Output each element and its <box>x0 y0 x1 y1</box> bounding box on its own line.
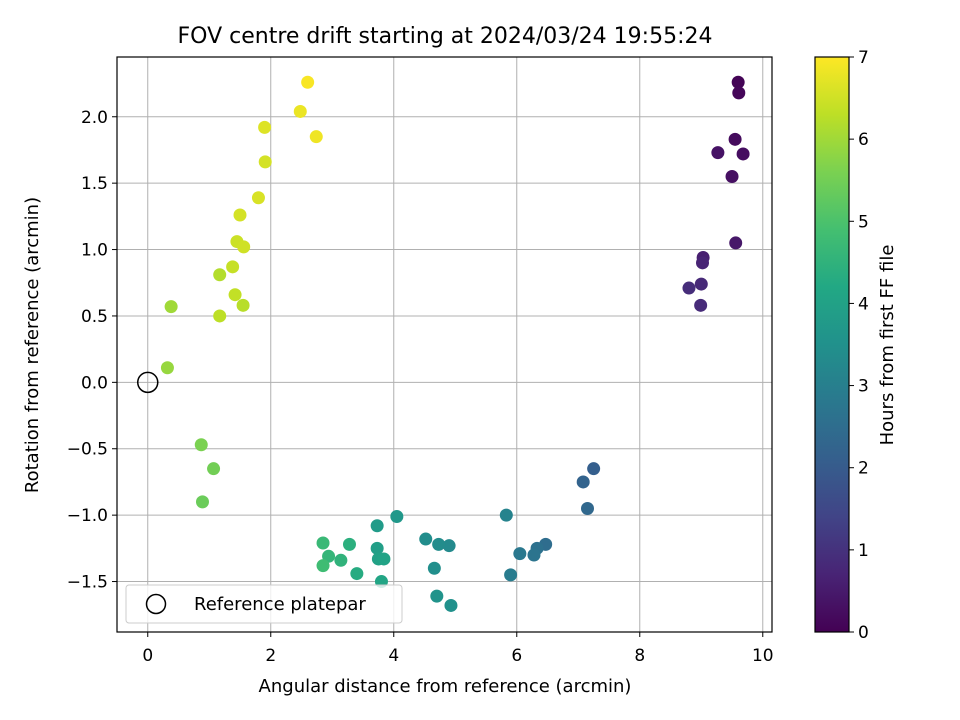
data-point <box>213 268 227 282</box>
data-point <box>694 277 708 291</box>
data-point <box>195 495 209 509</box>
data-point <box>334 553 348 567</box>
colorbar-ticks: 0 1 2 3 4 5 6 7 <box>849 48 869 643</box>
data-point <box>251 191 265 205</box>
data-point <box>316 559 330 573</box>
x-tick-label: 6 <box>511 646 522 666</box>
data-point <box>432 537 446 551</box>
data-point <box>444 598 458 612</box>
data-point <box>301 75 315 89</box>
y-tick-label: −1.0 <box>67 506 108 526</box>
data-point <box>427 561 441 575</box>
data-point <box>370 541 384 555</box>
colorbar-label: Hours from first FF file <box>877 245 898 446</box>
y-tick-label: 1.5 <box>81 174 108 194</box>
y-tick-label: 1.0 <box>81 241 108 261</box>
data-point <box>316 536 330 550</box>
data-point <box>419 532 433 546</box>
colorbar-frame <box>814 56 850 633</box>
y-axis-ticks: −1.5 −1.0 −0.5 0.0 0.5 1.0 1.5 2.0 <box>67 108 117 593</box>
colorbar-tick-label: 3 <box>858 377 869 397</box>
y-tick-label: −0.5 <box>67 440 108 460</box>
reference-point <box>137 371 159 394</box>
colorbar-tick-label: 2 <box>858 459 869 479</box>
colorbar-tick-label: 6 <box>858 130 869 150</box>
data-point <box>237 240 251 254</box>
data-point <box>350 567 364 581</box>
data-point <box>682 281 696 295</box>
colorbar-gradient <box>815 57 849 632</box>
legend-entry-label: Reference platepar <box>194 594 366 615</box>
data-point <box>309 130 323 144</box>
chart-title: FOV centre drift starting at 2024/03/24 … <box>178 24 713 49</box>
data-point <box>160 361 174 375</box>
data-point <box>370 519 384 533</box>
data-point <box>736 147 750 161</box>
data-point <box>377 552 391 566</box>
y-tick-label: 0.5 <box>81 307 108 327</box>
data-point <box>587 462 601 476</box>
x-tick-label: 4 <box>388 646 399 666</box>
legend: Reference platepar <box>125 584 403 624</box>
data-point <box>731 75 745 89</box>
x-tick-label: 2 <box>265 646 276 666</box>
y-tick-label: 2.0 <box>81 108 108 128</box>
reference-marker <box>137 371 159 394</box>
x-tick-label: 10 <box>752 646 774 666</box>
colorbar-tick-label: 5 <box>858 212 869 232</box>
y-tick-label: 0.0 <box>81 373 108 393</box>
colorbar-tick-label: 4 <box>858 294 869 314</box>
data-point <box>732 86 746 100</box>
data-point <box>728 132 742 146</box>
data-point <box>258 155 272 169</box>
data-point <box>236 298 250 312</box>
data-point <box>293 104 307 118</box>
data-point <box>527 548 541 562</box>
colorbar-tick-label: 1 <box>858 541 869 561</box>
data-point <box>207 462 221 476</box>
y-axis-label: Rotation from reference (arcmin) <box>22 197 43 493</box>
data-point <box>499 508 513 522</box>
x-tick-label: 0 <box>142 646 153 666</box>
data-point <box>513 547 527 561</box>
colorbar: 0 1 2 3 4 5 6 7 Hours from first FF file <box>814 48 898 643</box>
data-point <box>194 438 208 452</box>
data-point <box>580 502 594 516</box>
data-point <box>576 475 590 489</box>
x-axis-ticks: 0 2 4 6 8 10 <box>142 632 774 666</box>
data-point <box>430 589 444 603</box>
data-point <box>342 537 356 551</box>
x-axis-label: Angular distance from reference (arcmin) <box>259 676 632 697</box>
data-point <box>729 236 743 250</box>
data-point <box>233 208 247 222</box>
data-point <box>164 300 178 314</box>
data-point <box>228 288 242 302</box>
data-point <box>696 256 710 270</box>
data-point <box>725 170 739 184</box>
y-tick-label: −1.5 <box>67 573 108 593</box>
legend-reference-marker <box>145 593 167 615</box>
data-points <box>160 75 750 612</box>
legend-frame <box>125 584 403 624</box>
data-point <box>213 309 227 323</box>
colorbar-tick-label: 0 <box>858 623 869 643</box>
data-point <box>390 509 404 523</box>
data-point <box>504 568 518 582</box>
data-point <box>694 298 708 312</box>
data-point <box>442 539 456 553</box>
data-point <box>226 260 240 274</box>
data-point <box>711 146 725 160</box>
colorbar-tick-label: 7 <box>858 48 869 68</box>
data-point <box>258 120 272 134</box>
plot-frame <box>116 56 773 633</box>
x-tick-label: 8 <box>634 646 645 666</box>
